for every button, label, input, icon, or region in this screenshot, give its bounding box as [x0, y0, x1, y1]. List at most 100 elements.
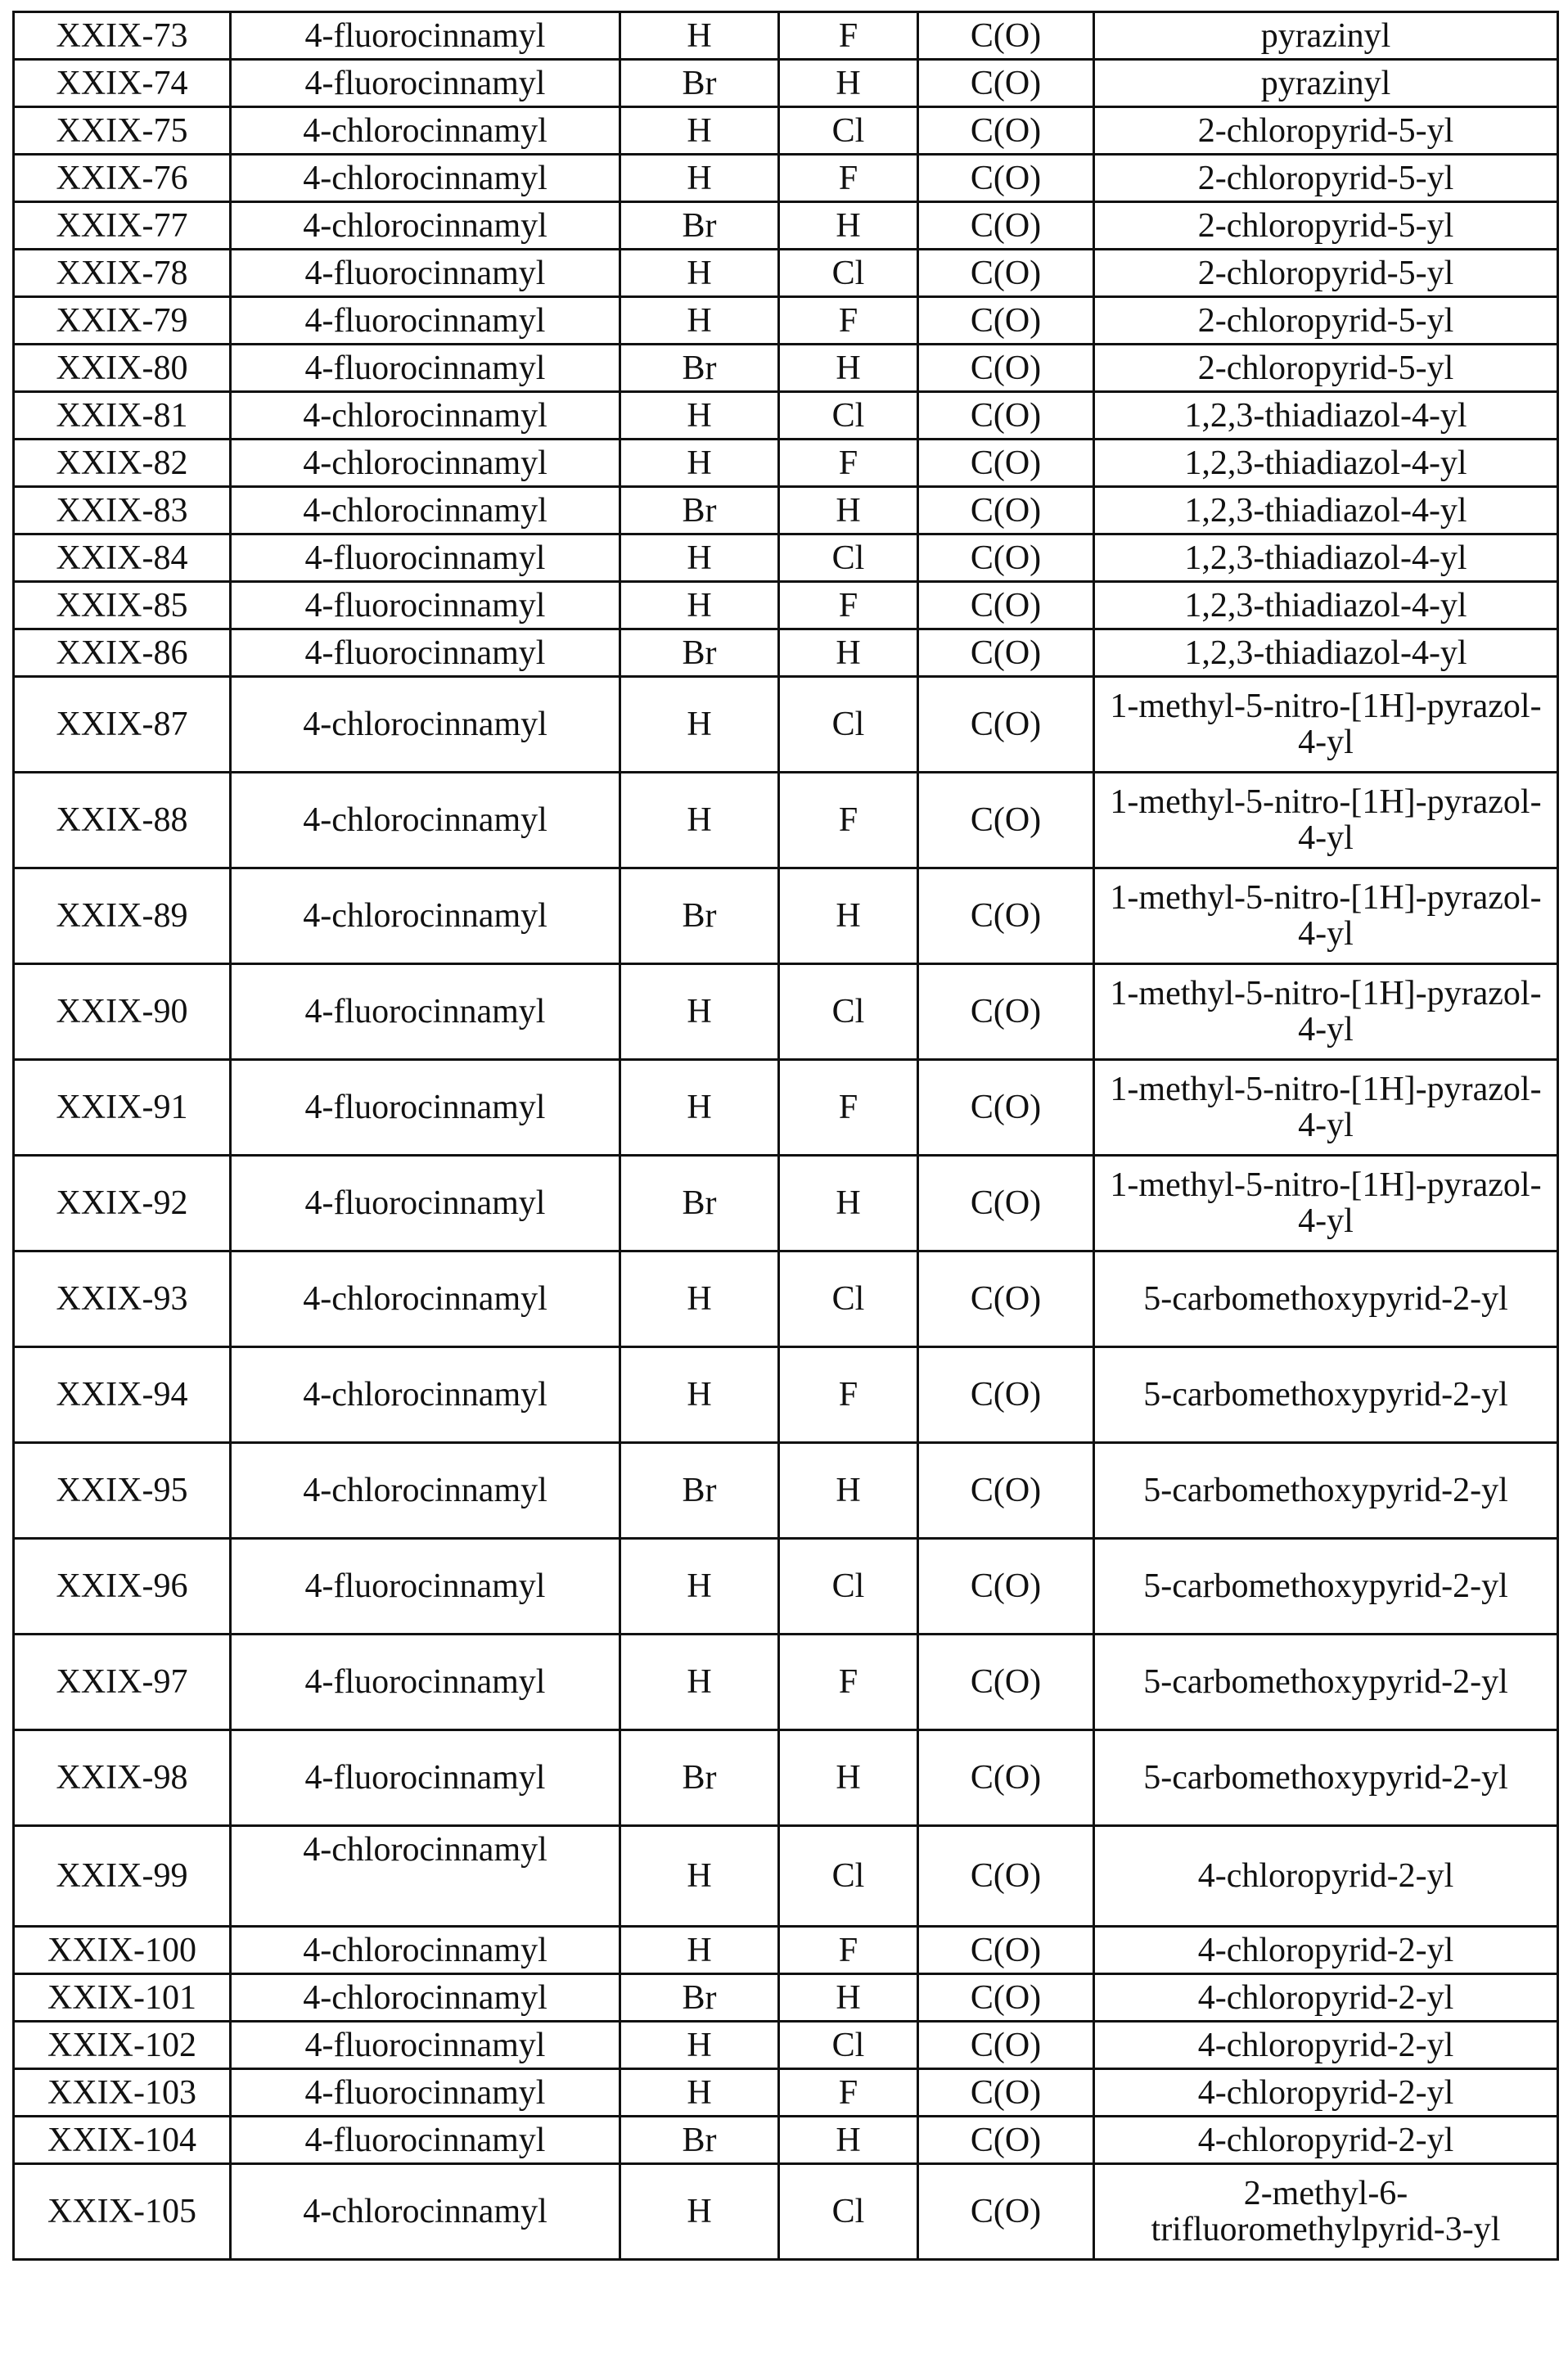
linker-cell: C(O) [918, 155, 1094, 202]
heteroaryl-cell: 1,2,3-thiadiazol-4-yl [1094, 440, 1558, 487]
table-row: XXIX-784-fluorocinnamylHClC(O)2-chloropy… [14, 250, 1558, 297]
linker-cell: C(O) [918, 392, 1094, 440]
compound-id-cell: XXIX-97 [14, 1635, 231, 1730]
substituent-r2-cell: H [620, 2164, 779, 2260]
compound-id-cell: XXIX-105 [14, 2164, 231, 2260]
substituent-r3-cell: Cl [779, 107, 918, 155]
substituent-r2-cell: H [620, 297, 779, 345]
linker-cell: C(O) [918, 2117, 1094, 2164]
substituent-r3-cell: H [779, 60, 918, 107]
heteroaryl-cell: 2-chloropyrid-5-yl [1094, 107, 1558, 155]
substituent-r3-cell: H [779, 345, 918, 392]
heteroaryl-cell: pyrazinyl [1094, 60, 1558, 107]
linker-cell: C(O) [918, 440, 1094, 487]
table-row: XXIX-944-chlorocinnamylHFC(O)5-carbometh… [14, 1347, 1558, 1443]
substituent-r3-cell: Cl [779, 250, 918, 297]
compound-id-cell: XXIX-82 [14, 440, 231, 487]
substituent-r2-cell: H [620, 1251, 779, 1347]
table-row: XXIX-824-chlorocinnamylHFC(O)1,2,3-thiad… [14, 440, 1558, 487]
linker-cell: C(O) [918, 1927, 1094, 1974]
heteroaryl-cell: 4-chloropyrid-2-yl [1094, 2022, 1558, 2069]
linker-cell: C(O) [918, 1347, 1094, 1443]
compound-id-cell: XXIX-99 [14, 1826, 231, 1927]
substituent-r1-cell: 4-chlorocinnamyl [231, 1927, 620, 1974]
substituent-r2-cell: H [620, 2069, 779, 2117]
heteroaryl-cell: 2-methyl-6-trifluoromethylpyrid-3-yl [1094, 2164, 1558, 2260]
linker-cell: C(O) [918, 345, 1094, 392]
compound-id-cell: XXIX-84 [14, 534, 231, 582]
compound-id-cell: XXIX-91 [14, 1060, 231, 1156]
substituent-r3-cell: F [779, 12, 918, 60]
substituent-r1-cell: 4-fluorocinnamyl [231, 2022, 620, 2069]
substituent-r1-cell: 4-fluorocinnamyl [231, 60, 620, 107]
substituent-r1-cell: 4-fluorocinnamyl [231, 1730, 620, 1826]
substituent-r2-cell: H [620, 1539, 779, 1635]
compound-id-cell: XXIX-74 [14, 60, 231, 107]
table-row: XXIX-734-fluorocinnamylHFC(O)pyrazinyl [14, 12, 1558, 60]
substituent-r3-cell: F [779, 297, 918, 345]
table-row: XXIX-874-chlorocinnamylHClC(O)1-methyl-5… [14, 677, 1558, 773]
substituent-r3-cell: H [779, 487, 918, 534]
substituent-r2-cell: Br [620, 345, 779, 392]
substituent-r2-cell: Br [620, 1156, 779, 1251]
substituent-r3-cell: F [779, 1635, 918, 1730]
substituent-r1-cell: 4-fluorocinnamyl [231, 2069, 620, 2117]
substituent-r3-cell: H [779, 1443, 918, 1539]
compound-table: XXIX-734-fluorocinnamylHFC(O)pyrazinylXX… [12, 11, 1559, 2261]
compound-id-cell: XXIX-75 [14, 107, 231, 155]
heteroaryl-cell: 1-methyl-5-nitro-[1H]-pyrazol-4-yl [1094, 1060, 1558, 1156]
heteroaryl-cell: 1,2,3-thiadiazol-4-yl [1094, 629, 1558, 677]
heteroaryl-cell: 2-chloropyrid-5-yl [1094, 297, 1558, 345]
substituent-r2-cell: H [620, 440, 779, 487]
table-row: XXIX-1014-chlorocinnamylBrHC(O)4-chlorop… [14, 1974, 1558, 2022]
table-row: XXIX-934-chlorocinnamylHClC(O)5-carbomet… [14, 1251, 1558, 1347]
linker-cell: C(O) [918, 1974, 1094, 2022]
heteroaryl-cell: 4-chloropyrid-2-yl [1094, 1927, 1558, 1974]
substituent-r2-cell: H [620, 1826, 779, 1927]
table-row: XXIX-844-fluorocinnamylHClC(O)1,2,3-thia… [14, 534, 1558, 582]
substituent-r2-cell: Br [620, 868, 779, 964]
substituent-r2-cell: H [620, 964, 779, 1060]
table-row: XXIX-854-fluorocinnamylHFC(O)1,2,3-thiad… [14, 582, 1558, 629]
substituent-r3-cell: H [779, 868, 918, 964]
table-row: XXIX-974-fluorocinnamylHFC(O)5-carbometh… [14, 1635, 1558, 1730]
linker-cell: C(O) [918, 582, 1094, 629]
compound-id-cell: XXIX-86 [14, 629, 231, 677]
substituent-r1-cell: 4-chlorocinnamyl [231, 1251, 620, 1347]
heteroaryl-cell: 1-methyl-5-nitro-[1H]-pyrazol-4-yl [1094, 1156, 1558, 1251]
compound-id-cell: XXIX-95 [14, 1443, 231, 1539]
compound-id-cell: XXIX-83 [14, 487, 231, 534]
heteroaryl-cell: 1,2,3-thiadiazol-4-yl [1094, 582, 1558, 629]
substituent-r1-cell: 4-chlorocinnamyl [231, 773, 620, 868]
heteroaryl-cell: 5-carbomethoxypyrid-2-yl [1094, 1730, 1558, 1826]
substituent-r3-cell: F [779, 773, 918, 868]
heteroaryl-cell: 5-carbomethoxypyrid-2-yl [1094, 1635, 1558, 1730]
linker-cell: C(O) [918, 2164, 1094, 2260]
table-row: XXIX-1054-chlorocinnamylHClC(O)2-methyl-… [14, 2164, 1558, 2260]
substituent-r1-cell: 4-fluorocinnamyl [231, 582, 620, 629]
substituent-r1-cell: 4-fluorocinnamyl [231, 629, 620, 677]
substituent-r2-cell: H [620, 1347, 779, 1443]
compound-id-cell: XXIX-94 [14, 1347, 231, 1443]
table-row: XXIX-1024-fluorocinnamylHClC(O)4-chlorop… [14, 2022, 1558, 2069]
table-row: XXIX-884-chlorocinnamylHFC(O)1-methyl-5-… [14, 773, 1558, 868]
substituent-r3-cell: H [779, 1156, 918, 1251]
linker-cell: C(O) [918, 250, 1094, 297]
substituent-r1-cell: 4-chlorocinnamyl [231, 2164, 620, 2260]
heteroaryl-cell: 1-methyl-5-nitro-[1H]-pyrazol-4-yl [1094, 677, 1558, 773]
substituent-r1-cell: 4-chlorocinnamyl [231, 107, 620, 155]
table-row: XXIX-894-chlorocinnamylBrHC(O)1-methyl-5… [14, 868, 1558, 964]
table-row: XXIX-814-chlorocinnamylHClC(O)1,2,3-thia… [14, 392, 1558, 440]
table-row: XXIX-744-fluorocinnamylBrHC(O)pyrazinyl [14, 60, 1558, 107]
substituent-r2-cell: Br [620, 2117, 779, 2164]
substituent-r3-cell: H [779, 2117, 918, 2164]
linker-cell: C(O) [918, 487, 1094, 534]
linker-cell: C(O) [918, 2069, 1094, 2117]
substituent-r1-cell: 4-chlorocinnamyl [231, 155, 620, 202]
substituent-r3-cell: H [779, 1730, 918, 1826]
substituent-r2-cell: Br [620, 1443, 779, 1539]
table-row: XXIX-994-chlorocinnamylHClC(O)4-chloropy… [14, 1826, 1558, 1927]
compound-id-cell: XXIX-103 [14, 2069, 231, 2117]
compound-id-cell: XXIX-92 [14, 1156, 231, 1251]
heteroaryl-cell: 2-chloropyrid-5-yl [1094, 250, 1558, 297]
